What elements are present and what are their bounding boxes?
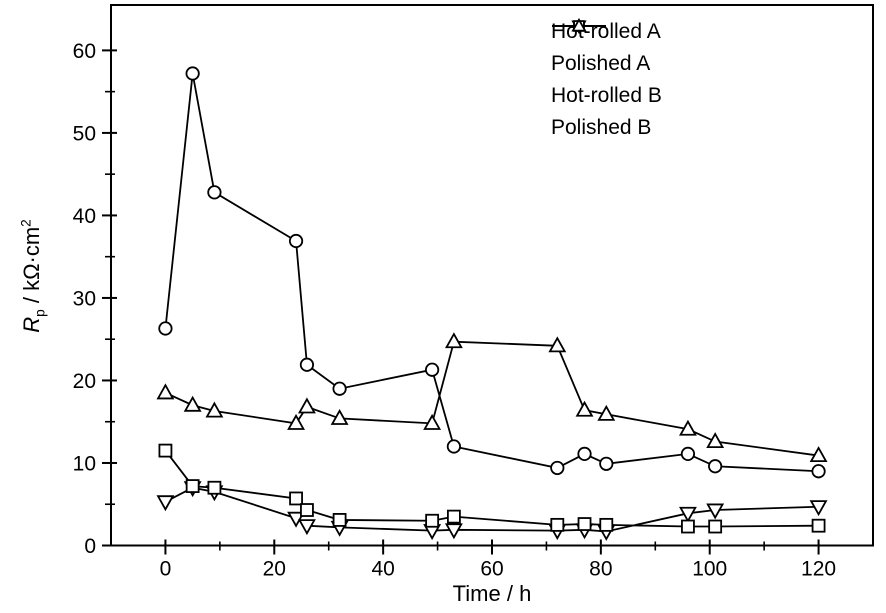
y-tick-label: 10 — [73, 452, 96, 475]
legend-item-label: Polished A — [551, 52, 651, 75]
circle-marker — [550, 460, 565, 476]
circle-marker — [299, 357, 315, 372]
triangle-down-marker — [156, 495, 175, 512]
square-marker — [681, 519, 695, 534]
circle-marker — [158, 321, 173, 336]
square-marker — [446, 509, 461, 524]
legend-item-label: Hot-rolled B — [551, 84, 662, 107]
triangle-up-marker — [287, 413, 305, 430]
triangle-down-marker — [444, 523, 463, 540]
square-marker — [158, 443, 173, 458]
triangle-up-marker — [423, 413, 442, 430]
square-marker — [185, 479, 200, 493]
triangle-down-marker — [809, 500, 828, 517]
triangle-up-marker — [205, 401, 224, 418]
axis-ticks: 0 20 40 60 80 100 120 0 10 20 30 40 50 60 — [73, 40, 836, 581]
x-tick-label: 100 — [692, 558, 727, 581]
legend: Hot-rolled A Polished A Hot-rolled B Polish… — [551, 16, 662, 144]
y-tick-label: 60 — [73, 40, 96, 63]
square-marker — [300, 503, 314, 517]
x-tick-label: 20 — [263, 558, 286, 581]
y-axis-superscript: 2 — [18, 219, 34, 227]
legend-item-polished-b: Polished B — [551, 17, 662, 144]
square-marker — [425, 513, 440, 528]
y-tick-label: 50 — [73, 122, 96, 145]
square-marker — [289, 491, 303, 506]
y-tick-label: 30 — [73, 287, 96, 310]
triangle-up-marker — [298, 397, 316, 414]
triangle-up-marker — [183, 395, 202, 412]
legend-item-polished-a: Polished A — [551, 20, 662, 80]
series-hot-rolled-b — [158, 443, 826, 534]
circle-marker — [446, 439, 461, 454]
triangle-up-marker — [575, 400, 594, 417]
triangle-up-marker — [809, 446, 828, 463]
circle-marker — [708, 459, 723, 474]
triangle-up-marker — [597, 404, 616, 421]
y-axis-subscript: p — [32, 309, 48, 317]
circle-marker — [425, 362, 440, 377]
series-line — [164, 73, 819, 473]
x-tick-label: 0 — [160, 558, 172, 581]
series-line — [165, 486, 819, 533]
triangle-up-marker — [571, 17, 587, 32]
circle-marker — [185, 66, 200, 81]
x-tick-label: 60 — [480, 558, 503, 581]
plot-frame — [110, 4, 874, 547]
series-line — [165, 340, 819, 457]
square-marker — [577, 517, 592, 531]
circle-marker — [332, 381, 347, 396]
circle-marker — [207, 185, 222, 200]
triangle-up-marker — [330, 408, 349, 425]
series-hot-rolled-a — [156, 481, 828, 541]
triangle-down-marker — [706, 503, 725, 520]
y-tick-label: 40 — [73, 205, 96, 228]
square-marker — [550, 517, 565, 532]
triangle-up-marker — [679, 419, 697, 436]
square-marker — [207, 480, 222, 495]
circle-marker — [599, 456, 614, 471]
triangle-up-marker — [156, 383, 175, 400]
square-marker — [332, 513, 347, 527]
y-tick-label: 20 — [73, 370, 96, 393]
circle-marker — [288, 233, 304, 249]
y-axis-units: / kΩ·cm — [18, 226, 44, 310]
square-marker — [708, 519, 723, 534]
y-axis-title: Rp / kΩ·cm2 — [19, 219, 48, 332]
triangle-down-marker — [679, 506, 697, 523]
x-axis-title: Time / h — [452, 581, 532, 606]
circle-marker — [577, 446, 592, 462]
y-tick-label: 0 — [84, 535, 96, 558]
circle-marker — [680, 446, 696, 462]
square-marker — [599, 517, 614, 532]
x-tick-label: 120 — [801, 558, 836, 581]
triangle-up-marker — [444, 332, 463, 349]
x-tick-label: 40 — [371, 558, 394, 581]
legend-marker-triangle-up-icon — [552, 17, 606, 32]
series-polished-b — [156, 332, 828, 463]
series-polished-a — [158, 66, 826, 479]
square-marker — [811, 518, 826, 533]
legend-item-hot-rolled-b: Hot-rolled B — [551, 20, 662, 112]
y-axis-symbol: R — [18, 316, 44, 333]
legend-item-label: Polished B — [551, 116, 652, 139]
triangle-down-marker — [298, 519, 316, 536]
circle-marker — [811, 464, 826, 479]
triangle-up-marker — [548, 336, 567, 353]
series-line — [164, 450, 819, 528]
triangle-up-marker — [706, 432, 725, 449]
x-tick-label: 80 — [589, 558, 612, 581]
